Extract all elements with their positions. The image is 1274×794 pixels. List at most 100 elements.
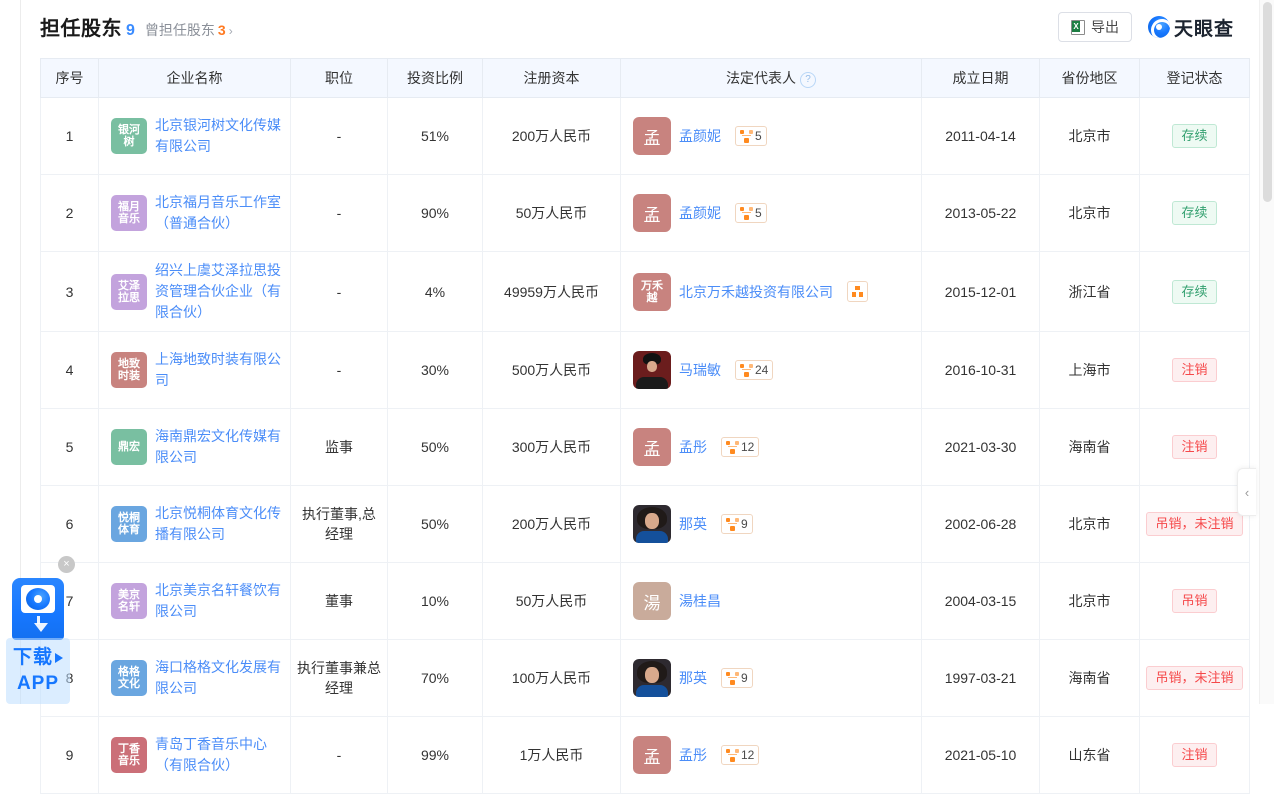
relation-count-value: 24 [755,363,769,377]
relation-count-badge[interactable]: 12 [721,437,760,457]
cell-position: - [290,331,388,409]
company-avatar: 福月 音乐 [111,195,147,231]
col-header-company: 企业名称 [98,58,291,98]
relation-graph-icon [726,517,739,531]
col-header-index: 序号 [40,58,99,98]
legal-rep-link[interactable]: 孟颜妮 [679,205,721,221]
relation-count-badge[interactable]: 12 [721,745,760,765]
cell-ratio: 30% [387,331,483,409]
avatar: 湯 [633,582,671,620]
legal-rep-link[interactable]: 湯桂昌 [679,593,721,609]
avatar [633,659,671,697]
company-name-link[interactable]: 海南鼎宏文化传媒有限公司 [155,428,281,465]
legal-rep-link[interactable]: 那英 [679,670,707,686]
page-scrollbar-thumb[interactable] [1263,2,1272,202]
relation-count-value: 9 [741,671,748,685]
company-avatar: 美京 名轩 [111,583,147,619]
company-avatar: 鼎宏 [111,429,147,465]
relation-count-value: 12 [741,440,755,454]
former-shareholder-count: 3 [217,22,226,38]
cell-ratio: 50% [387,485,483,563]
tianyancha-logo-icon [1147,16,1170,38]
company-name-link[interactable]: 青岛丁香音乐中心（有限合伙） [155,736,267,773]
legal-rep-link[interactable]: 孟彤 [679,439,707,455]
tianyancha-logo[interactable]: 天眼查 [1147,14,1234,41]
play-triangle-icon [55,653,63,663]
cell-legal-rep: 马瑞敏 24 [627,351,915,389]
company-name-link[interactable]: 绍兴上虞艾泽拉思投资管理合伙企业（有限合伙） [155,262,281,320]
cell-position: 监事 [290,408,388,486]
company-name-link[interactable]: 北京福月音乐工作室（普通合伙） [155,194,281,231]
header-actions: X 导出 天眼查 [1057,12,1234,42]
col-header-status: 登记状态 [1139,58,1250,98]
cell-ratio: 50% [387,408,483,486]
relation-count-value: 12 [741,748,755,762]
table-row: 9 丁香 音乐 青岛丁香音乐中心（有限合伙） -99% 1万人民币孟孟彤 12 2021-05… [40,716,1250,794]
company-relation-icon[interactable] [847,281,868,302]
relation-count-badge[interactable]: 5 [735,203,767,223]
relation-count-badge[interactable]: 24 [735,360,774,380]
relation-count-badge[interactable]: 9 [721,668,753,688]
former-shareholder-label: 曾担任股东 [144,22,215,38]
relation-count-value: 9 [741,517,748,531]
former-shareholder-link[interactable]: 曾担任股东 3 › [145,20,233,40]
table-row: 5 鼎宏 海南鼎宏文化传媒有限公司 监事 50% 300万人民币孟孟彤 12 2021-03-… [40,408,1250,486]
company-name-link[interactable]: 北京美京名轩餐饮有限公司 [155,582,281,619]
download-app-line1-wrap: 下载 [13,645,63,671]
legal-rep-link[interactable]: 孟颜妮 [679,128,721,144]
cell-province: 北京市 [1039,562,1140,640]
cell-province: 北京市 [1039,97,1140,175]
cell-company: 格格 文化 海口格格文化发展有限公司 [105,657,284,699]
cell-established: 2015-12-01 [921,251,1040,332]
cell-position: - [290,251,388,332]
cell-ratio: 70% [387,639,483,717]
page-scrollbar-track[interactable] [1259,0,1274,704]
panel-collapse-handle[interactable]: ‹ [1237,468,1256,516]
relation-count-badge[interactable]: 9 [721,514,753,534]
cell-ratio: 51% [387,97,483,175]
cell-province: 北京市 [1039,485,1140,563]
cell-province: 浙江省 [1039,251,1140,332]
cell-capital: 200万人民币 [482,485,621,563]
cell-province: 海南省 [1039,408,1140,486]
company-name-link[interactable]: 海口格格文化发展有限公司 [155,659,281,696]
company-name-link[interactable]: 上海地致时装有限公司 [155,351,281,388]
table-row: 8格格文化海口格格文化发展有限公司执行董事兼总经理70%100万人民币那英919… [40,639,1250,717]
status-badge: 吊销，未注销 [1146,666,1243,690]
legal-rep-link[interactable]: 马瑞敏 [679,362,721,378]
table-row: 2 福月 音乐 北京福月音乐工作室（普通合伙） -90% 50万人民币孟孟颜妮 5 2013-… [40,174,1250,252]
cell-capital: 200万人民币 [482,97,621,175]
download-app-widget[interactable]: × 下载 APP [6,556,75,704]
cell-position: 执行董事兼总经理 [290,639,388,717]
relation-graph-icon [740,363,753,377]
status-badge: 吊销 [1172,589,1217,613]
download-app-line2: APP [16,673,60,694]
help-icon[interactable]: ? [800,72,816,88]
table-row: 6 悦桐 体育 北京悦桐体育文化传播有限公司 执行董事,总经理 50% 200万人民币 那英 9… [40,485,1250,563]
export-button-label: 导出 [1090,19,1119,35]
cell-position: - [290,174,388,252]
table-body: 1 银河树北京银河树文化传媒有限公司 -51% 200万人民币孟孟颜妮 5 2011-04… [40,97,1250,794]
col-header-legal-rep: 法定代表人? [620,58,922,98]
avatar: 孟 [633,194,671,232]
legal-rep-link[interactable]: 孟彤 [679,747,707,763]
table-header-row: 序号 企业名称 职位 投资比例 注册资本 法定代表人? 成立日期 省份地区 登记… [40,58,1250,98]
avatar: 万禾越 [633,272,671,311]
cell-position: - [290,97,388,175]
cell-capital: 49959万人民币 [482,251,621,332]
legal-rep-link[interactable]: 北京万禾越投资有限公司 [679,283,833,300]
cell-capital: 500万人民币 [482,331,621,409]
relation-count-badge[interactable]: 5 [735,126,767,146]
col-header-position: 职位 [290,58,388,98]
cell-ratio: 10% [387,562,483,640]
export-button[interactable]: X 导出 [1057,12,1132,42]
company-avatar: 丁香 音乐 [111,737,147,773]
relation-graph-icon [726,440,739,454]
close-icon[interactable]: × [58,556,75,573]
legal-rep-link[interactable]: 那英 [679,516,707,532]
cell-ratio: 99% [387,716,483,794]
company-name-link[interactable]: 北京银河树文化传媒有限公司 [155,117,281,154]
company-name-link[interactable]: 北京悦桐体育文化传播有限公司 [155,505,281,542]
relation-graph-icon [726,671,739,685]
cell-established: 2021-05-10 [921,716,1040,794]
